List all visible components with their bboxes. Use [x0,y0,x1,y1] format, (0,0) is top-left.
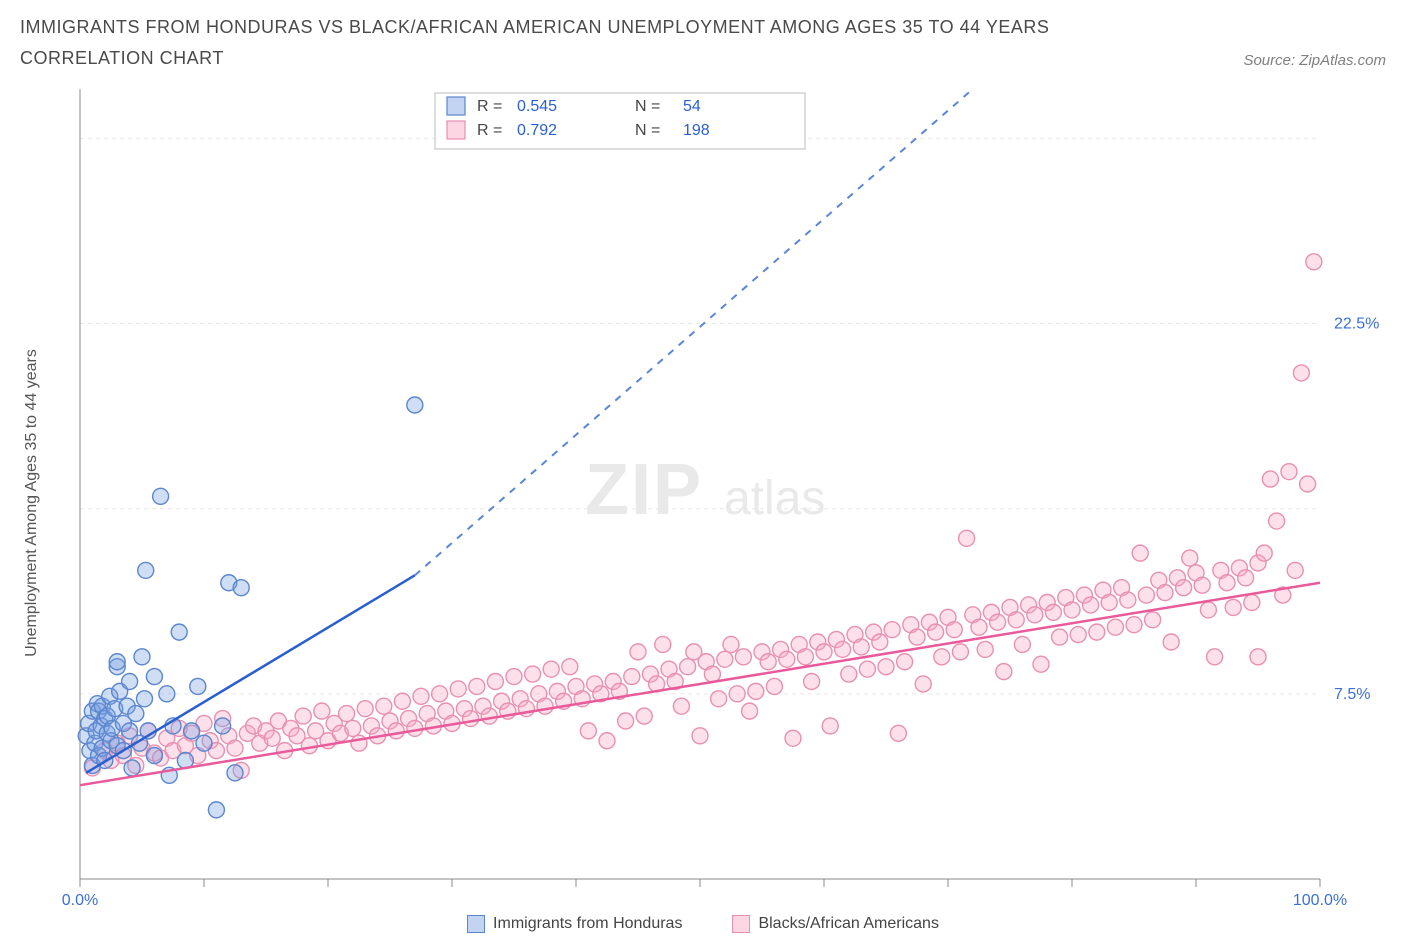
svg-text:100.0%: 100.0% [1293,892,1347,909]
svg-text:0.0%: 0.0% [62,892,98,909]
svg-text:198: 198 [683,122,710,139]
svg-text:0.545: 0.545 [517,98,557,115]
legend-label: Immigrants from Honduras [493,915,682,933]
y-axis-label: Unemployment Among Ages 35 to 44 years [23,349,41,657]
svg-text:N =: N = [635,122,660,139]
svg-text:R =: R = [477,122,502,139]
legend-swatch-blue [467,915,485,933]
chart-title: IMMIGRANTS FROM HONDURAS VS BLACK/AFRICA… [20,12,1120,73]
legend-item-pink: Blacks/African Americans [732,915,939,933]
svg-text:22.5%: 22.5% [1334,316,1379,333]
correlation-scatter-chart: 7.5% 22.5% ZIP atlas 0.0% 100.0% R = 0.545 N = 54… [20,79,1386,909]
legend-label: Blacks/African Americans [758,915,939,933]
svg-text:atlas: atlas [724,472,825,525]
svg-text:7.5%: 7.5% [1334,686,1370,703]
svg-text:0.792: 0.792 [517,122,557,139]
source-label: Source: ZipAtlas.com [1243,52,1386,73]
legend-item-blue: Immigrants from Honduras [467,915,682,933]
svg-text:N =: N = [635,98,660,115]
svg-text:ZIP: ZIP [585,450,703,530]
svg-text:54: 54 [683,98,701,115]
legend-swatch-pink [732,915,750,933]
svg-text:R =: R = [477,98,502,115]
bottom-legend: Immigrants from Honduras Blacks/African … [20,915,1386,933]
